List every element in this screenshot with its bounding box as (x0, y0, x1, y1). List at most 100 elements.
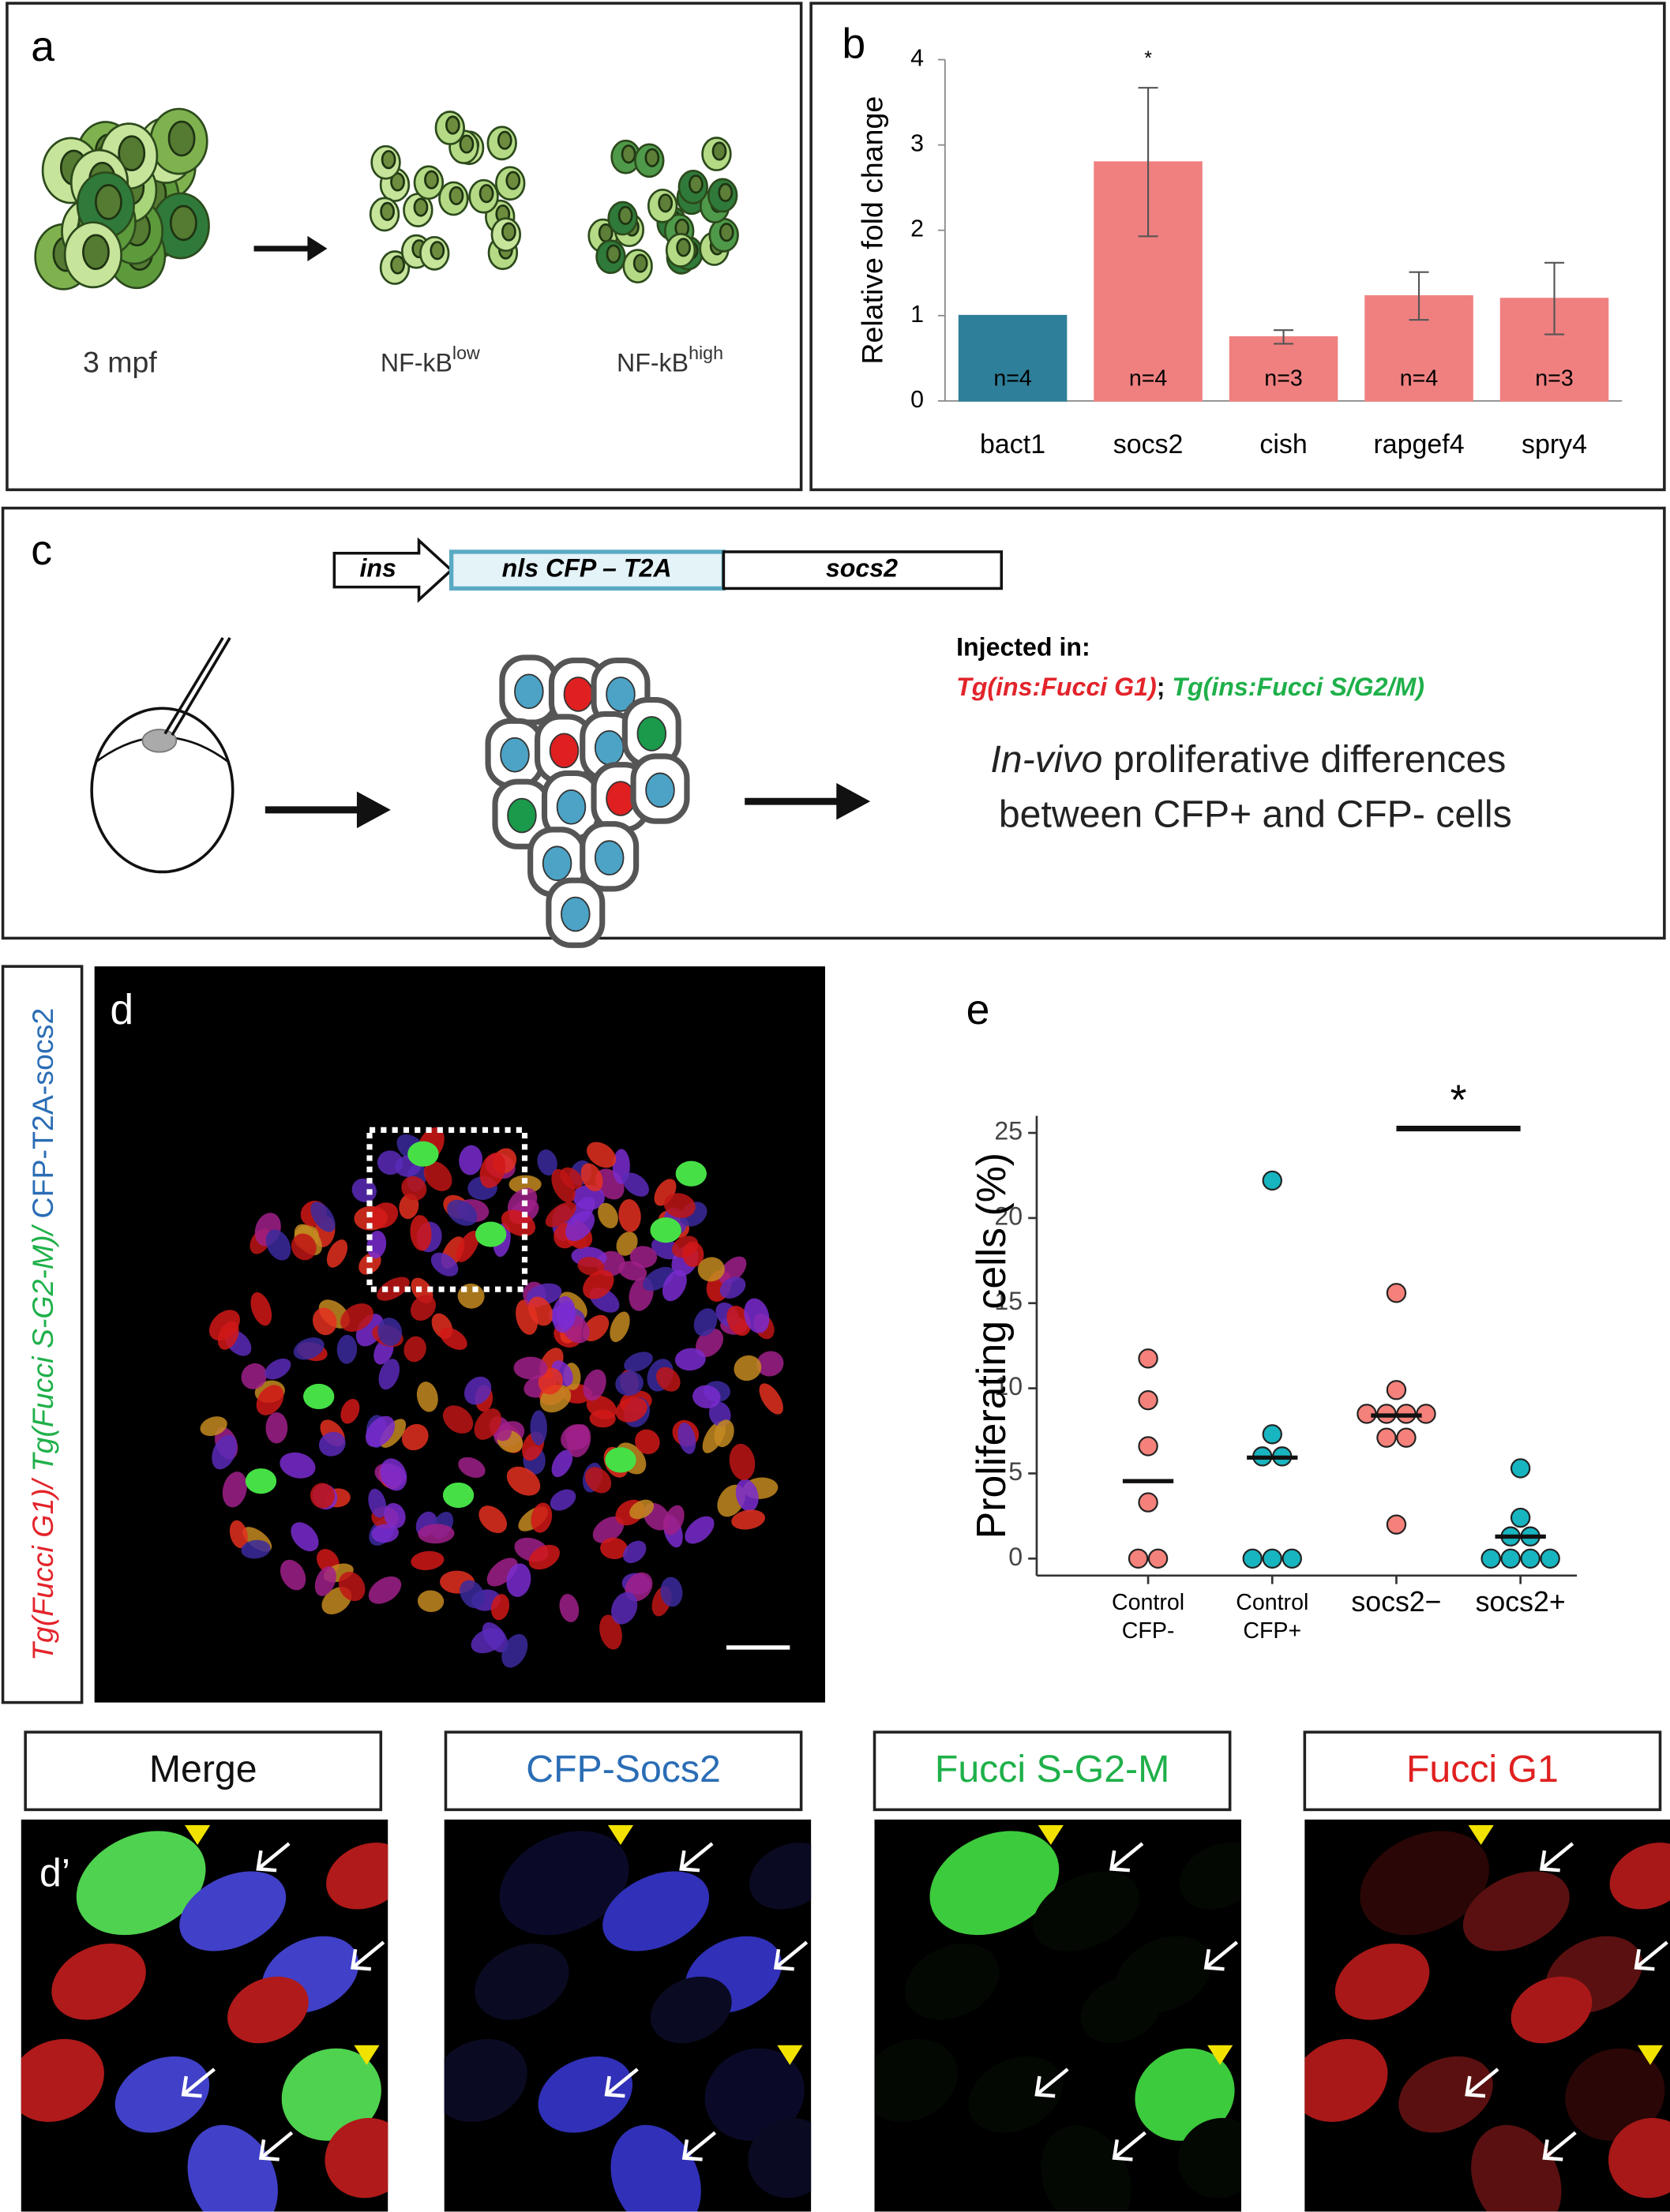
cell-nucleus (719, 223, 734, 242)
nucleus (600, 1537, 628, 1559)
y-tick-label: 10 (994, 1372, 1023, 1400)
nucleus (351, 1178, 377, 1202)
stage-text: NF-kB (381, 348, 452, 377)
cell-nucleus (380, 201, 395, 221)
arrowhead-marker (607, 1825, 634, 1846)
cell-nucleus (390, 255, 405, 275)
nucleus (592, 1517, 625, 1543)
nucleus (537, 1149, 557, 1175)
cell-nucleus (676, 238, 691, 257)
nucleus (340, 1303, 373, 1332)
cell-nucleus (606, 244, 621, 264)
significance: * (1144, 47, 1152, 69)
n-label: n=3 (1535, 366, 1573, 392)
cell-nucleus (514, 673, 544, 710)
nucleus (1041, 2124, 1131, 2212)
nucleus (1304, 2038, 1388, 2122)
data-point (1510, 1507, 1531, 1528)
significance: * (1450, 1077, 1467, 1124)
x-tick-label: CFP+ (1243, 1618, 1301, 1644)
x-tick-label: Control (1236, 1590, 1308, 1615)
arrow-head (351, 1948, 371, 1971)
y-tick-label: 3 (910, 131, 924, 157)
nucleus (616, 1232, 638, 1256)
nucleus (212, 1434, 238, 1470)
nucleus (326, 1843, 388, 1910)
nucleus (281, 2048, 381, 2141)
nucleus (291, 1233, 317, 1261)
data-point (1262, 1424, 1282, 1445)
nucleus (325, 2117, 388, 2199)
nucleus (368, 1488, 387, 1518)
panel-b-frame (809, 2, 1666, 492)
construct-box (448, 549, 726, 591)
nucleus (368, 1576, 402, 1604)
construct-part: socs2 (826, 554, 898, 583)
nucleus (587, 1142, 617, 1168)
nucleus (1511, 1976, 1593, 2044)
y-axis-title: Relative fold change (855, 96, 888, 365)
nucleus (338, 1572, 366, 1602)
line-name: Tg(ins:Fucci G1) (956, 673, 1157, 701)
channel-box (873, 1730, 1232, 1812)
nucleus (241, 1539, 271, 1559)
nucleus (499, 1831, 629, 1936)
nucleus (293, 1337, 325, 1360)
panel-label: b (842, 21, 865, 68)
arrow (605, 2068, 639, 2096)
cell-nucleus (478, 184, 494, 204)
nucleus (1609, 1843, 1670, 1910)
nucleus (1178, 2117, 1241, 2199)
x-tick-label: socs2+ (1476, 1586, 1566, 1618)
cell-nucleus (594, 840, 625, 875)
y-tick-label: 1 (910, 302, 924, 328)
arrow-head (1112, 2139, 1133, 2161)
arrowhead-marker (1637, 2045, 1664, 2065)
nucleus (506, 1563, 531, 1597)
cell-nucleus (424, 170, 439, 189)
nucleus (611, 1592, 638, 1625)
nucleus (735, 1479, 759, 1512)
nucleus (208, 1310, 240, 1340)
cell-nucleus (507, 797, 537, 834)
arrow (1634, 1940, 1668, 1970)
arrow (682, 2131, 717, 2160)
nucleus (179, 1871, 287, 1951)
nucleus (719, 1256, 747, 1284)
nucleus (456, 1230, 479, 1262)
nucleus (280, 1452, 316, 1479)
nucleus (615, 1370, 644, 1397)
arrow (260, 2131, 294, 2160)
x-tick-label: socs2 (1113, 429, 1184, 459)
data-point (1480, 1548, 1501, 1569)
nucleus (314, 1566, 336, 1596)
y-tick-label: 20 (994, 1202, 1023, 1230)
arrow-head (1634, 1948, 1655, 1971)
cell-nucleus (542, 845, 572, 882)
arrow-head (681, 2139, 703, 2161)
x-tick-label: socs2− (1351, 1586, 1441, 1618)
nucleus (377, 1150, 403, 1175)
promoter-arrow (332, 537, 454, 603)
x-tick-label: CFP- (1122, 1618, 1175, 1644)
cell-nucleus (497, 130, 512, 150)
nucleus (21, 2038, 104, 2122)
nucleus-green (675, 1160, 707, 1187)
nucleus (418, 1524, 455, 1544)
y-tick-label: 4 (910, 46, 924, 72)
embryo (90, 707, 235, 874)
nucleus (1334, 1943, 1430, 2020)
data-point (1147, 1548, 1169, 1569)
stage-label: NF-kBhigh (617, 343, 723, 377)
nucleus (528, 1296, 554, 1326)
cell-nucleus (413, 197, 429, 217)
cell-nucleus (658, 193, 674, 213)
cell-nucleus (621, 144, 636, 164)
nucleus (371, 1524, 400, 1543)
cell-nucleus (167, 120, 196, 157)
nucleus (629, 1246, 658, 1269)
data-point (1540, 1548, 1560, 1569)
channel-box (1303, 1730, 1662, 1812)
channel-label: Merge (149, 1748, 257, 1790)
nucleus (336, 1334, 358, 1364)
